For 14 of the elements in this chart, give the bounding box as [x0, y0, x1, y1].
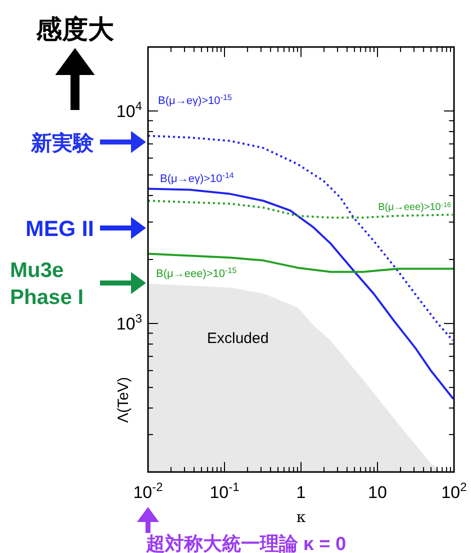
y-axis-title: Λ(TeV)	[115, 377, 132, 423]
x-tick-label: 10$^{2}$	[441, 480, 468, 502]
x-tick-label: 10$^{-1}$	[210, 480, 240, 502]
y-tick-label: 10$^{3}$	[116, 311, 142, 334]
annotation: 新実験	[31, 132, 94, 155]
annotation: Mu3e	[10, 259, 64, 282]
annotation: MEG II	[26, 216, 94, 241]
x-tick-label: 1	[296, 483, 306, 502]
annotation: 超対称大統一理論 κ = 0	[146, 534, 346, 553]
y-tick-label: 10$^{4}$	[116, 98, 142, 121]
annotation: 感度大	[36, 14, 114, 44]
x-axis-title: κ	[296, 508, 306, 526]
x-tick-label: 10	[368, 483, 387, 502]
x-tick-label: 10$^{-2}$	[133, 480, 164, 502]
